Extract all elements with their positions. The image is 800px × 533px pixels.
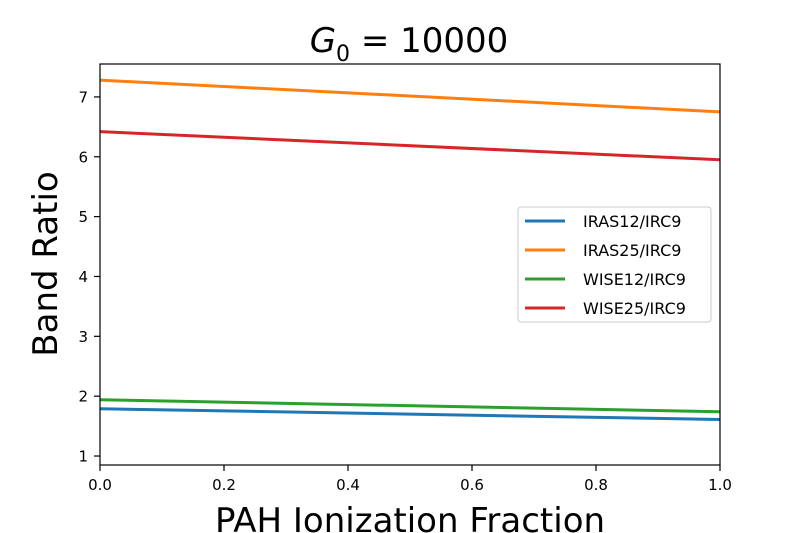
y-tick-label: 5 (78, 208, 88, 226)
x-tick-label: 0.8 (584, 476, 608, 494)
y-tick-label: 7 (78, 88, 88, 106)
legend: IRAS12/IRC9 IRAS25/IRC9 WISE12/IRC9 WISE25/… (517, 206, 712, 323)
series-line-0 (99, 407, 721, 422)
series-line-3 (99, 130, 721, 162)
y-axis-ticks: 1 2 3 4 5 6 7 (78, 88, 100, 466)
chart-title-value: = 10000 (350, 21, 508, 61)
legend-label-3: WISE25/IRC9 (583, 299, 686, 318)
x-axis-ticks: 0.0 0.2 0.4 0.6 0.8 1.0 (88, 465, 732, 494)
legend-label-2: WISE12/IRC9 (583, 270, 686, 289)
plot-area-frame (99, 63, 721, 466)
y-tick-label: 1 (78, 448, 88, 466)
x-tick-label: 0.4 (336, 476, 360, 494)
series-line-1 (99, 78, 721, 114)
y-tick-label: 2 (78, 388, 88, 406)
y-tick-label: 6 (78, 148, 88, 166)
x-tick-label: 1.0 (708, 476, 732, 494)
x-tick-label: 0.2 (212, 476, 236, 494)
y-tick-label: 3 (78, 328, 88, 346)
legend-frame (517, 206, 712, 323)
chart-title-subscript: 0 (336, 42, 350, 67)
x-axis-title: PAH Ionization Fraction (215, 501, 605, 533)
x-tick-label: 0.0 (88, 476, 112, 494)
series-lines (99, 78, 721, 422)
legend-label-0: IRAS12/IRC9 (583, 212, 681, 231)
chart-title: G0 = 10000 (310, 21, 509, 67)
x-tick-label: 0.6 (460, 476, 484, 494)
chart-title-variable: G (310, 21, 336, 61)
y-tick-label: 4 (78, 268, 88, 286)
legend-label-1: IRAS25/IRC9 (583, 241, 681, 260)
y-axis-title: Band Ratio (26, 171, 66, 356)
series-line-2 (99, 398, 721, 414)
